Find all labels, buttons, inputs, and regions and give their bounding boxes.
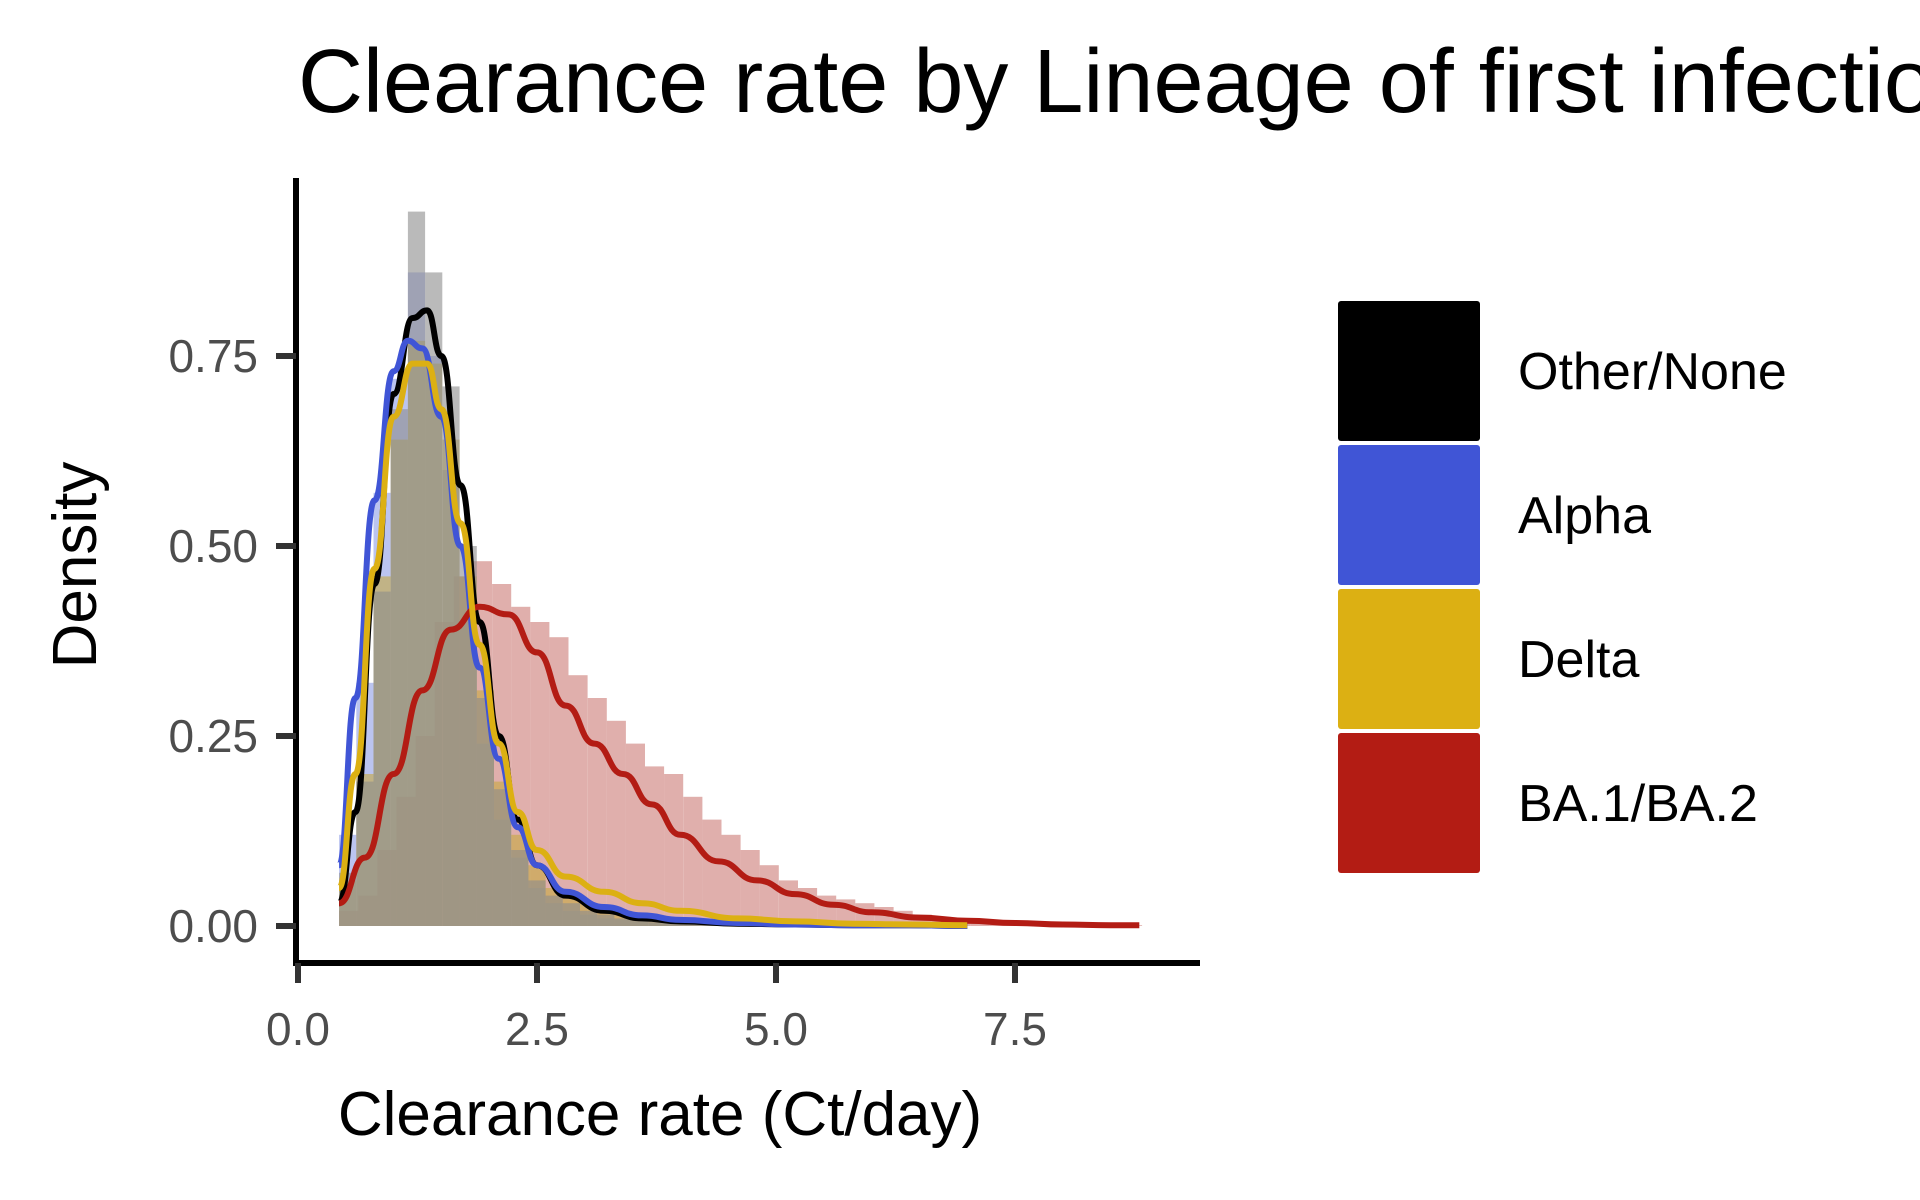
histogram-bar [373, 591, 391, 926]
histogram-bar [407, 211, 426, 927]
histogram-bar [721, 834, 741, 926]
x-tick-label: 0.0 [266, 1003, 330, 1055]
y-axis-ticks: 0.00 0.25 0.50 0.75 [168, 330, 296, 952]
legend-label-3: BA.1/BA.2 [1518, 775, 1758, 833]
y-tick-label: 0.25 [168, 710, 258, 762]
legend-key-3 [1338, 733, 1480, 873]
legend-key-1 [1338, 445, 1480, 585]
x-tick-label: 2.5 [505, 1003, 569, 1055]
histogram-bar [390, 409, 408, 926]
histogram-bar [580, 910, 598, 926]
histogram-bar [614, 918, 632, 926]
histogram-bar [511, 850, 529, 926]
histogram-bar [562, 903, 580, 926]
histogram-bar [683, 796, 703, 926]
x-axis-title: Clearance rate (Ct/day) [338, 1080, 982, 1149]
histogram-bar [476, 698, 494, 926]
histogram-bar [545, 895, 563, 926]
histogram-bar [587, 698, 607, 926]
legend-key-2 [1338, 589, 1480, 729]
histogram-bar [549, 637, 569, 926]
histogram-bar [664, 774, 684, 926]
y-tick-label: 0.75 [168, 330, 258, 382]
legend-label-1: Alpha [1518, 487, 1651, 545]
density-curve-3 [338, 603, 1140, 929]
histogram-bar [740, 850, 760, 926]
histogram-bar [528, 880, 546, 926]
y-tick-label: 0.00 [168, 900, 258, 952]
histogram-bar [494, 789, 512, 926]
histogram-bar [648, 921, 667, 926]
chart-title: Clearance rate by Lineage of first infec… [298, 32, 1920, 132]
histogram-bar [356, 781, 374, 926]
legend-label-2: Delta [1518, 631, 1639, 689]
histogram-bar [425, 272, 443, 926]
x-tick-label: 5.0 [744, 1003, 808, 1055]
histogram-bar [631, 919, 649, 926]
legend-label-0: Other/None [1518, 343, 1787, 401]
legend-key-0 [1338, 301, 1480, 441]
x-axis-ticks: 0.0 2.5 5.0 7.5 [266, 963, 1047, 1055]
histogram-bars [339, 211, 1143, 927]
y-tick-label: 0.50 [168, 520, 258, 572]
y-axis-title: Density [41, 462, 110, 669]
density-curve-2 [336, 360, 968, 929]
histogram-bar [597, 914, 615, 926]
histogram-bar [702, 819, 722, 926]
density-curves [336, 307, 1140, 929]
x-tick-label: 7.5 [983, 1003, 1047, 1055]
legend: Other/None Alpha Delta BA.1/BA.2 [1338, 301, 1787, 873]
